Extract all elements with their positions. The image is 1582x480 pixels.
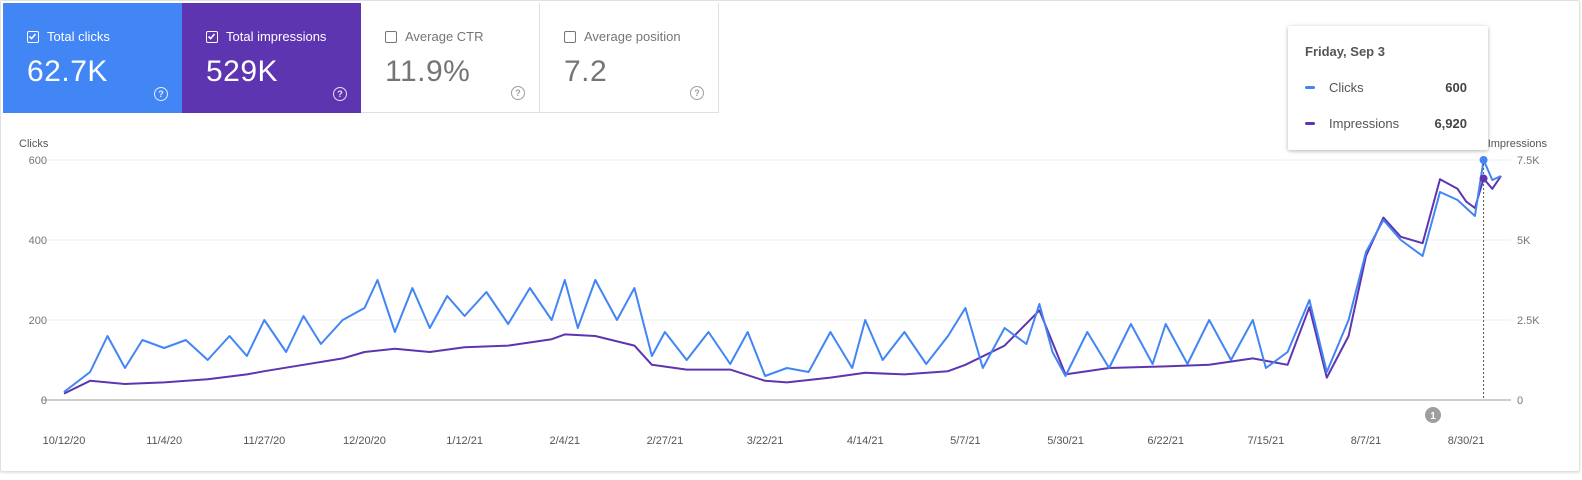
x-tick-label: 8/30/21 — [1448, 435, 1485, 447]
hover-marker — [1479, 156, 1488, 400]
y-left-tick-label: 600 — [29, 155, 47, 167]
x-tick-label: 8/7/21 — [1351, 435, 1382, 447]
y-right-axis-title: Impressions — [1488, 138, 1548, 150]
x-tick-label: 2/27/21 — [647, 435, 684, 447]
x-tick-label: 1/12/21 — [446, 435, 483, 447]
metric-value: 529K — [206, 55, 279, 88]
checkbox-checked-icon[interactable] — [27, 30, 39, 43]
x-tick-label: 11/4/20 — [146, 435, 182, 447]
annotation-marker[interactable]: 1 — [1425, 407, 1441, 423]
metric-label: Total clicks — [47, 29, 110, 44]
tooltip-series-value: 600 — [1445, 80, 1467, 95]
metric-value: 62.7K — [27, 55, 108, 88]
checkbox-checked-icon[interactable] — [206, 30, 218, 43]
series-swatch — [1305, 122, 1315, 125]
y-left-tick-label: 0 — [41, 395, 47, 407]
x-tick-label: 12/20/20 — [343, 435, 386, 447]
x-axis-ticks: 10/12/20 11/4/20 11/27/20 12/20/20 1/12/21 2/… — [43, 435, 1485, 447]
chart-grid — [41, 159, 1511, 401]
x-tick-label: 11/27/20 — [243, 435, 285, 447]
chart-tooltip: Friday, Sep 3 Clicks 600 Impressions 6,9… — [1288, 26, 1488, 150]
metric-label: Total impressions — [226, 29, 327, 44]
y-right-ticks: 0 2.5K 5K 7.5K — [1517, 155, 1540, 407]
x-tick-label: 2/4/21 — [549, 435, 580, 447]
hover-point-clicks — [1479, 156, 1488, 164]
metric-card-total-impressions[interactable]: Total impressions 529K ? — [182, 3, 361, 113]
y-left-axis-title: Clicks — [19, 138, 49, 150]
x-tick-label: 5/7/21 — [950, 435, 981, 447]
help-icon[interactable]: ? — [154, 87, 168, 101]
series-line-clicks — [63, 159, 1502, 393]
x-tick-label: 6/22/21 — [1147, 435, 1184, 447]
series-swatch — [1305, 86, 1315, 89]
help-icon[interactable]: ? — [333, 87, 347, 101]
y-left-tick-label: 200 — [29, 315, 47, 327]
metric-cards: Total clicks 62.7K ? Total impressions 5… — [3, 3, 719, 113]
metric-card-average-position[interactable]: Average position 7.2 ? — [540, 3, 719, 113]
series-line-impressions — [63, 175, 1502, 395]
annotation-badge-icon[interactable] — [1425, 407, 1441, 423]
tooltip-series-value: 6,920 — [1434, 116, 1467, 131]
x-tick-label: 7/15/21 — [1248, 435, 1285, 447]
help-icon[interactable]: ? — [690, 86, 704, 100]
x-tick-label: 5/30/21 — [1047, 435, 1084, 447]
tooltip-series-name: Clicks — [1329, 80, 1364, 95]
tooltip-row-clicks: Clicks 600 — [1305, 80, 1475, 95]
metric-card-total-clicks[interactable]: Total clicks 62.7K ? — [3, 3, 182, 113]
help-icon[interactable]: ? — [511, 86, 525, 100]
x-tick-label: 10/12/20 — [43, 435, 86, 447]
metric-label: Average position — [584, 29, 681, 44]
y-right-tick-label: 7.5K — [1517, 155, 1540, 167]
metric-value: 7.2 — [564, 55, 608, 88]
tooltip-row-impressions: Impressions 6,920 — [1305, 116, 1475, 131]
x-tick-label: 4/14/21 — [847, 435, 884, 447]
x-tick-label: 3/22/21 — [747, 435, 784, 447]
y-left-ticks: 0 200 400 600 — [29, 155, 47, 407]
y-right-tick-label: 5K — [1517, 235, 1531, 247]
y-right-tick-label: 2.5K — [1517, 315, 1540, 327]
y-right-tick-label: 0 — [1517, 395, 1523, 407]
tooltip-date: Friday, Sep 3 — [1305, 44, 1385, 59]
checkbox-unchecked-icon[interactable] — [385, 30, 397, 43]
chart-series — [63, 159, 1502, 395]
annotation-badge-label: 1 — [1430, 411, 1436, 422]
metric-card-average-ctr[interactable]: Average CTR 11.9% ? — [361, 3, 540, 113]
y-left-tick-label: 400 — [29, 235, 47, 247]
checkbox-unchecked-icon[interactable] — [564, 30, 576, 43]
tooltip-series-name: Impressions — [1329, 116, 1400, 131]
hover-point-impressions — [1479, 174, 1488, 183]
metric-value: 11.9% — [385, 55, 471, 88]
metric-label: Average CTR — [405, 29, 484, 44]
